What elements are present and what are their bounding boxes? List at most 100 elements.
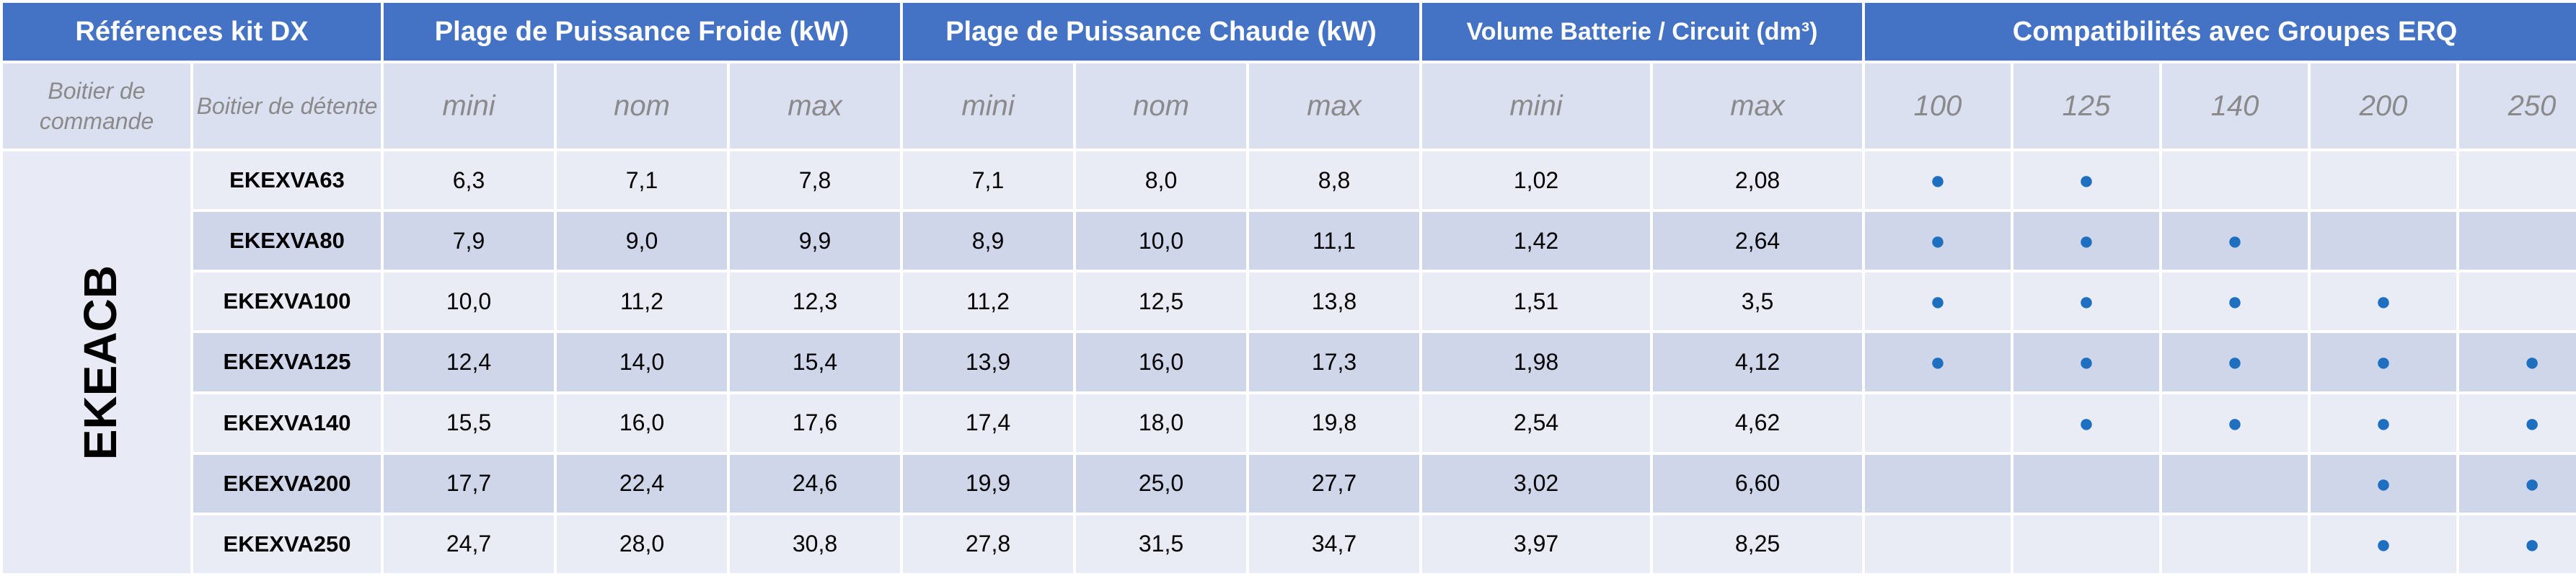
subheader-erq-250: 250 bbox=[2459, 63, 2576, 149]
hot-value-cell: 11,1 bbox=[1249, 212, 1420, 270]
compat-cell-erq-250: ● bbox=[2459, 333, 2576, 391]
cold-value-cell: 12,3 bbox=[730, 273, 900, 331]
compat-cell-erq-200: ● bbox=[2311, 515, 2457, 573]
compat-cell-erq-125: ● bbox=[2013, 333, 2160, 391]
cold-value-cell: 24,7 bbox=[384, 515, 554, 573]
cold-value-cell: 24,6 bbox=[730, 454, 900, 513]
table-row: EKEXVA200 17,7 22,4 24,6 19,9 25,0 27,7 3,02 6,6… bbox=[3, 454, 2576, 513]
volume-value-cell: 1,51 bbox=[1422, 273, 1651, 331]
hot-value-cell: 19,8 bbox=[1249, 394, 1420, 452]
cold-value-cell: 6,3 bbox=[384, 151, 554, 210]
cold-value-cell: 10,0 bbox=[384, 273, 554, 331]
compatible-dot-icon: ● bbox=[2376, 347, 2391, 377]
compat-cell-erq-140 bbox=[2162, 515, 2308, 573]
hot-value-cell: 10,0 bbox=[1076, 212, 1246, 270]
volume-value-cell: 2,64 bbox=[1653, 212, 1863, 270]
hot-value-cell: 34,7 bbox=[1249, 515, 1420, 573]
compat-cell-erq-250 bbox=[2459, 151, 2576, 210]
hot-value-cell: 8,9 bbox=[903, 212, 1073, 270]
subheader-erq-200: 200 bbox=[2311, 63, 2457, 149]
hot-value-cell: 25,0 bbox=[1076, 454, 1246, 513]
cold-value-cell: 7,8 bbox=[730, 151, 900, 210]
header-refs: Références kit DX bbox=[3, 3, 381, 61]
cold-value-cell: 9,0 bbox=[557, 212, 727, 270]
volume-value-cell: 6,60 bbox=[1653, 454, 1863, 513]
table-row: EKEACB EKEXVA63 6,3 7,1 7,8 7,1 8,0 8,8 1,02 2,08… bbox=[3, 151, 2576, 573]
brand-label: EKEACB bbox=[74, 265, 127, 460]
table-body: EKEACB EKEXVA63 6,3 7,1 7,8 7,1 8,0 8,8 1,02 2,08… bbox=[3, 151, 2576, 573]
hot-value-cell: 31,5 bbox=[1076, 515, 1246, 573]
subheader-cold-max: max bbox=[730, 63, 900, 149]
compat-cell-erq-100: ● bbox=[1865, 333, 2011, 391]
volume-value-cell: 3,02 bbox=[1422, 454, 1651, 513]
cold-value-cell: 16,0 bbox=[557, 394, 727, 452]
volume-value-cell: 3,97 bbox=[1422, 515, 1651, 573]
header-cold-power: Plage de Puissance Froide (kW) bbox=[384, 3, 900, 61]
cold-value-cell: 15,5 bbox=[384, 394, 554, 452]
compat-cell-erq-100: ● bbox=[1865, 212, 2011, 270]
header-compat: Compatibilités avec Groupes ERQ bbox=[1865, 3, 2576, 61]
table-row: EKEXVA140 15,5 16,0 17,6 17,4 18,0 19,8 2,54 4,6… bbox=[3, 394, 2576, 452]
hot-value-cell: 17,3 bbox=[1249, 333, 1420, 391]
subheader-hot-nom: nom bbox=[1076, 63, 1246, 149]
volume-value-cell: 1,42 bbox=[1422, 212, 1651, 270]
compat-cell-erq-200: ● bbox=[2311, 454, 2457, 513]
compatible-dot-icon: ● bbox=[2376, 407, 2391, 438]
compat-cell-erq-140: ● bbox=[2162, 333, 2308, 391]
cold-value-cell: 7,9 bbox=[384, 212, 554, 270]
hot-value-cell: 8,8 bbox=[1249, 151, 1420, 210]
compat-cell-erq-100 bbox=[1865, 515, 2011, 573]
compat-cell-erq-125 bbox=[2013, 454, 2160, 513]
compat-cell-erq-100 bbox=[1865, 394, 2011, 452]
cold-value-cell: 14,0 bbox=[557, 333, 727, 391]
compatible-dot-icon: ● bbox=[2524, 468, 2540, 498]
compatible-dot-icon: ● bbox=[1930, 286, 1946, 316]
reference-cell: EKEXVA100 bbox=[193, 273, 381, 331]
cold-value-cell: 22,4 bbox=[557, 454, 727, 513]
cold-value-cell: 11,2 bbox=[557, 273, 727, 331]
table-row: EKEXVA250 24,7 28,0 30,8 27,8 31,5 34,7 3,97 8,2… bbox=[3, 515, 2576, 573]
header-volume: Volume Batterie / Circuit (dm³) bbox=[1422, 3, 1863, 61]
control-box-brand: EKEACB bbox=[3, 151, 190, 573]
volume-value-cell: 1,02 bbox=[1422, 151, 1651, 210]
reference-cell: EKEXVA80 bbox=[193, 212, 381, 270]
compat-cell-erq-250 bbox=[2459, 212, 2576, 270]
hot-value-cell: 27,7 bbox=[1249, 454, 1420, 513]
volume-value-cell: 8,25 bbox=[1653, 515, 1863, 573]
table-row: EKEXVA80 7,9 9,0 9,9 8,9 10,0 11,1 1,42 2,64 ● ● ● bbox=[3, 212, 2576, 270]
compat-cell-erq-100: ● bbox=[1865, 151, 2011, 210]
compat-cell-erq-250: ● bbox=[2459, 394, 2576, 452]
compatible-dot-icon: ● bbox=[1930, 347, 1946, 377]
compat-cell-erq-100: ● bbox=[1865, 273, 2011, 331]
reference-cell: EKEXVA200 bbox=[193, 454, 381, 513]
compatible-dot-icon: ● bbox=[2078, 286, 2094, 316]
compat-cell-erq-200: ● bbox=[2311, 394, 2457, 452]
compat-cell-erq-250 bbox=[2459, 273, 2576, 331]
hot-value-cell: 19,9 bbox=[903, 454, 1073, 513]
compatible-dot-icon: ● bbox=[2078, 347, 2094, 377]
subheader-erq-140: 140 bbox=[2162, 63, 2308, 149]
compatible-dot-icon: ● bbox=[2524, 407, 2540, 438]
compat-cell-erq-100 bbox=[1865, 454, 2011, 513]
volume-value-cell: 4,62 bbox=[1653, 394, 1863, 452]
hot-value-cell: 18,0 bbox=[1076, 394, 1246, 452]
cold-value-cell: 17,6 bbox=[730, 394, 900, 452]
compatible-dot-icon: ● bbox=[2227, 286, 2243, 316]
subheader-erq-125: 125 bbox=[2013, 63, 2160, 149]
subheader-hot-mini: mini bbox=[903, 63, 1073, 149]
compatible-dot-icon: ● bbox=[2227, 407, 2243, 438]
hot-value-cell: 12,5 bbox=[1076, 273, 1246, 331]
compatible-dot-icon: ● bbox=[1930, 226, 1946, 256]
compat-cell-erq-250: ● bbox=[2459, 515, 2576, 573]
subheader-expansion-box: Boitier de détente bbox=[193, 63, 381, 149]
compatible-dot-icon: ● bbox=[2078, 226, 2094, 256]
compatible-dot-icon: ● bbox=[2376, 528, 2391, 559]
compatible-dot-icon: ● bbox=[2078, 165, 2094, 195]
subheader-volume-max: max bbox=[1653, 63, 1863, 149]
compat-cell-erq-200 bbox=[2311, 212, 2457, 270]
hot-value-cell: 17,4 bbox=[903, 394, 1073, 452]
hot-value-cell: 8,0 bbox=[1076, 151, 1246, 210]
compatible-dot-icon: ● bbox=[2524, 347, 2540, 377]
compat-cell-erq-140 bbox=[2162, 151, 2308, 210]
volume-value-cell: 4,12 bbox=[1653, 333, 1863, 391]
